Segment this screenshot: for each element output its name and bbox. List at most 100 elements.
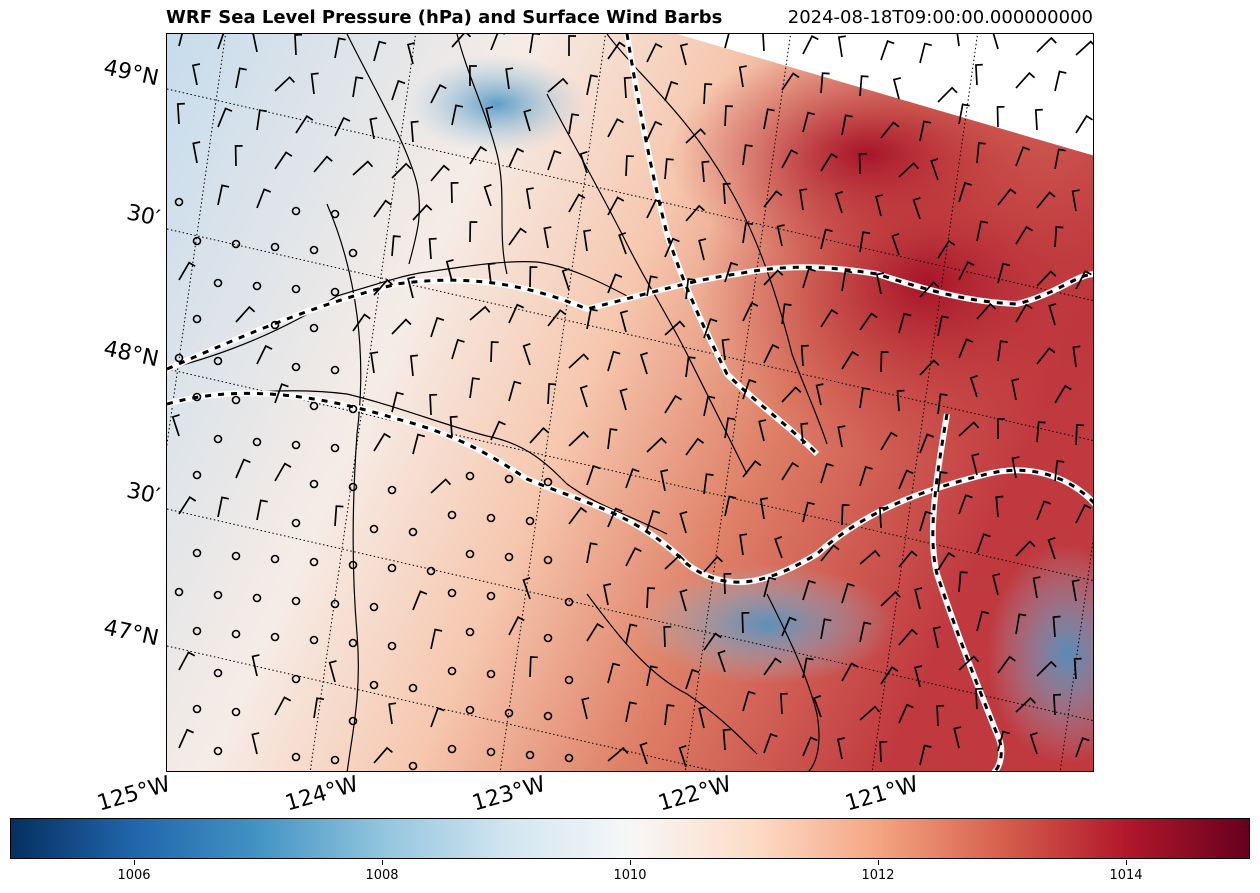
- wind-barb: [523, 108, 532, 132]
- wind-barb: [996, 418, 1005, 440]
- wind-barb: [391, 391, 404, 413]
- wind-barb: [799, 188, 808, 211]
- colorbar-tick-label: 1014: [1109, 868, 1143, 883]
- wind-barb: [412, 433, 426, 455]
- wind-barb: [274, 151, 293, 170]
- wind-barb: [561, 267, 570, 291]
- wind-barb: [391, 235, 401, 257]
- wind-barb: [953, 726, 962, 749]
- wind-barb: [508, 147, 525, 168]
- wind-barb: [176, 102, 185, 125]
- wind-barb: [625, 547, 642, 567]
- wind-barb: [724, 261, 739, 283]
- latitude-line: [167, 508, 1093, 722]
- wind-barb: [450, 181, 459, 204]
- lat-label-47-30: 30′: [124, 478, 162, 510]
- wind-barb: [295, 115, 314, 134]
- wind-barb: [820, 228, 833, 250]
- calm-wind-marker: [543, 633, 553, 643]
- calm-wind-marker: [309, 557, 319, 567]
- wind-barb: [607, 428, 618, 450]
- wind-barb: [430, 84, 447, 104]
- calm-wind-marker: [486, 669, 496, 679]
- calm-wind-marker: [465, 471, 475, 481]
- wind-barb: [581, 697, 590, 720]
- wind-barb: [625, 701, 637, 723]
- wind-barb: [256, 188, 272, 209]
- wind-barb: [607, 118, 624, 138]
- wind-barb: [685, 356, 696, 378]
- calm-wind-marker: [291, 752, 301, 762]
- wind-barb: [485, 106, 494, 129]
- wind-barb: [373, 746, 393, 764]
- wind-barb: [664, 320, 686, 336]
- wind-barb: [741, 611, 750, 634]
- lat-label-48n: 48°N: [101, 336, 161, 373]
- wind-barb: [568, 35, 576, 56]
- wind-barb: [958, 655, 980, 671]
- wind-barb: [859, 621, 872, 643]
- colorbar-tick-label: 1006: [117, 868, 151, 883]
- wind-barb: [685, 437, 704, 456]
- wind-barb: [802, 35, 819, 55]
- wind-barb: [859, 75, 869, 97]
- calm-wind-marker: [291, 362, 301, 372]
- calm-wind-marker: [348, 560, 358, 570]
- calm-wind-marker: [291, 596, 301, 606]
- calm-wind-marker: [252, 437, 262, 447]
- wind-barb: [722, 728, 731, 751]
- wind-barb: [841, 350, 859, 370]
- wind-barb: [701, 160, 710, 183]
- wind-barb: [820, 72, 830, 94]
- wind-barb: [975, 63, 983, 86]
- calm-wind-marker: [291, 206, 301, 216]
- wind-barb: [802, 657, 814, 679]
- wind-barb: [508, 380, 522, 402]
- wind-barb: [191, 63, 201, 86]
- wind-barb: [780, 692, 788, 715]
- calm-wind-marker: [213, 434, 223, 444]
- wind-barb: [274, 383, 289, 404]
- wind-barb: [334, 116, 351, 137]
- wind-barb: [451, 34, 472, 48]
- wind-barb: [1047, 536, 1056, 560]
- wind-barb: [859, 231, 871, 253]
- wind-barb: [763, 269, 784, 286]
- wind-barb: [522, 576, 531, 600]
- wind-barb: [579, 384, 588, 408]
- wind-barb: [607, 196, 625, 216]
- calm-wind-marker: [270, 554, 280, 564]
- wind-barb: [310, 72, 319, 95]
- wind-barb: [781, 461, 799, 481]
- wind-barb: [759, 497, 768, 520]
- wind-barb: [409, 354, 418, 377]
- wind-barb: [703, 555, 723, 573]
- calm-wind-marker: [504, 552, 514, 562]
- wind-barb: [781, 149, 798, 169]
- calm-wind-marker: [543, 477, 553, 487]
- wind-barb: [802, 267, 816, 289]
- calm-wind-marker: [465, 549, 475, 559]
- wind-barb: [781, 616, 797, 637]
- calm-wind-marker: [408, 527, 418, 537]
- wind-barb: [547, 150, 562, 171]
- wind-barbs: [171, 34, 1093, 771]
- wind-barb: [449, 415, 458, 438]
- low-pressure-southeast: [987, 544, 1093, 764]
- wind-barb: [388, 702, 397, 725]
- wind-barb: [717, 649, 726, 673]
- wind-barb: [1034, 108, 1043, 131]
- calm-wind-marker: [213, 356, 223, 366]
- wind-barb: [1048, 302, 1057, 326]
- wind-barb: [722, 182, 731, 205]
- wind-barb: [837, 425, 846, 448]
- wind-barb: [880, 121, 900, 139]
- wind-barb: [997, 340, 1008, 362]
- wind-barb: [698, 706, 707, 729]
- calm-wind-marker: [486, 591, 496, 601]
- wind-barb: [703, 473, 714, 495]
- colorbar-tick: [1126, 860, 1127, 865]
- calm-wind-marker: [504, 474, 514, 484]
- calm-wind-marker: [174, 353, 184, 363]
- wind-barb: [391, 162, 412, 179]
